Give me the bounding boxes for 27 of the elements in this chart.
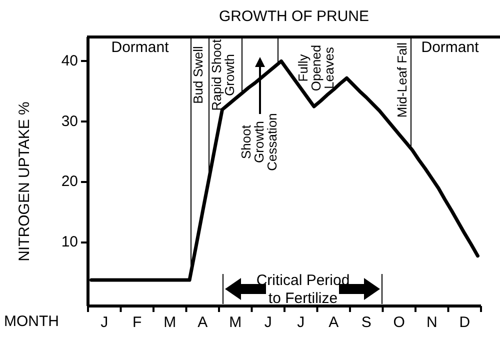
annotation: Fully Opened Leaves [296,44,337,92]
x-tick-label: A [198,314,208,332]
annotation: Dormant [421,39,480,56]
annotation: Rapid Shoot Growth [209,38,238,111]
x-tick-label: S [361,314,372,332]
y-tick-label: 40 [61,52,78,70]
x-axis-title: MONTH [4,313,59,330]
y-tick-label: 20 [61,173,78,190]
annotation: Dormant [111,39,170,56]
y-axis-title: NITROGEN UPTAKE % [16,102,34,262]
x-tick-label: D [459,314,470,332]
x-tick-label: F [132,314,142,332]
annotation: Mid-Leaf Fall [394,42,410,118]
x-tick-label: J [297,314,305,332]
annotation: Bud Swell [190,46,206,104]
x-tick-label: J [100,314,108,332]
chart-title: GROWTH OF PRUNE [219,8,369,26]
x-tick-label: J [264,314,272,332]
x-tick-label: O [393,314,405,332]
x-tick-label: A [328,314,339,332]
annotation: Shoot Growth Cessation [238,113,280,171]
y-tick-label: 10 [61,234,78,251]
y-tick-label: 30 [61,112,78,130]
x-tick-label: N [426,314,438,332]
annotation: Critical Period to Fertilize [256,272,350,308]
x-tick-label: M [164,314,176,332]
x-tick-label: M [229,314,242,332]
